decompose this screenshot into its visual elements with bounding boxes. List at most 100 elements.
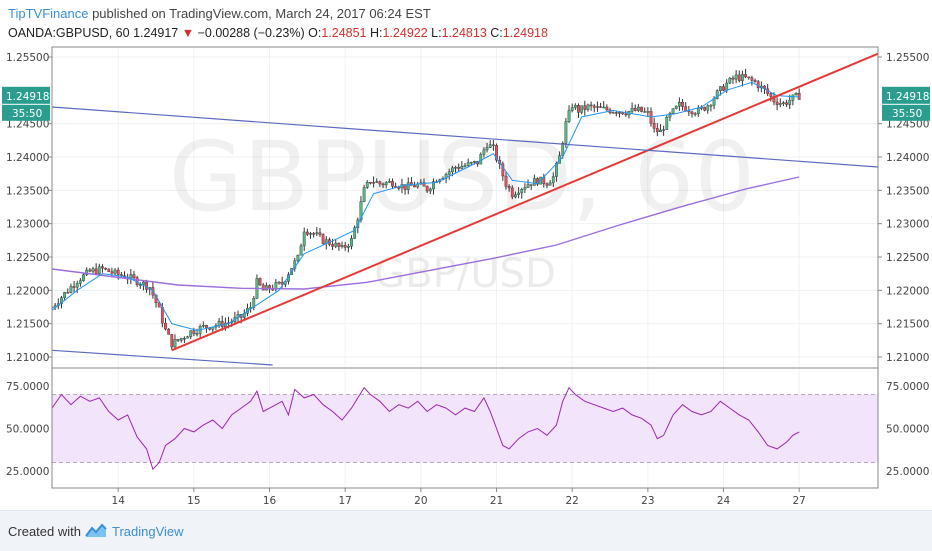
time-tick-label: 21	[490, 495, 503, 507]
rsi-tick-label-left: 75.0000	[6, 381, 49, 393]
price-change: −0.00288 (−0.23%)	[197, 26, 305, 40]
candle-body	[602, 106, 606, 109]
watermark-sub: GBP/USD	[374, 251, 556, 297]
candle-body	[75, 283, 79, 288]
price-tick-label-left: 1.23500	[6, 185, 49, 197]
candle-body	[113, 269, 117, 274]
candle-body	[668, 113, 672, 118]
candle-body	[782, 102, 785, 104]
candle-body	[517, 192, 520, 195]
candle-body	[791, 94, 795, 101]
publish-line: TipTVFinance published on TradingView.co…	[8, 6, 431, 21]
symbol-name: OANDA:GBPUSD, 60	[8, 26, 130, 40]
candle-body	[104, 267, 107, 270]
author-link[interactable]: TipTVFinance	[8, 6, 89, 21]
candle-body	[545, 183, 549, 186]
candle-body	[457, 167, 461, 169]
time-tick-label: 14	[112, 495, 126, 507]
candle-body	[428, 188, 432, 192]
candle-body	[447, 171, 451, 175]
candle-body	[681, 102, 684, 107]
candle-body	[501, 163, 505, 177]
candle-body	[646, 111, 650, 113]
candle-body	[387, 181, 391, 183]
rsi-tick-label-left: 50.0000	[6, 424, 49, 436]
candle-body	[312, 233, 316, 235]
candle-body	[785, 102, 788, 105]
candle-body	[167, 328, 171, 335]
down-arrow-icon: ▼	[181, 26, 195, 40]
candle-body	[507, 186, 511, 189]
price-tick-label-right: 1.22500	[886, 252, 929, 264]
high-label: H:	[369, 26, 383, 40]
candle-body	[794, 93, 798, 96]
candle-body	[488, 144, 492, 148]
close-value: 1.24918	[502, 26, 548, 40]
candle-body	[523, 187, 527, 190]
candle-body	[85, 269, 89, 275]
candle-body	[577, 105, 580, 113]
candle-body	[205, 325, 208, 328]
candle-body	[391, 181, 394, 187]
candle-body	[293, 260, 297, 269]
candle-body	[769, 93, 773, 97]
candle-body	[624, 113, 628, 116]
candle-body	[397, 187, 401, 189]
countdown-value-left: 35:50	[12, 108, 42, 120]
candle-body	[741, 74, 744, 81]
candle-body	[737, 74, 741, 81]
close-label: C:	[490, 26, 503, 40]
candle-body	[586, 104, 590, 110]
time-tick-label: 22	[566, 495, 579, 507]
candle-body	[599, 106, 602, 108]
candle-body	[261, 284, 265, 291]
candle-body	[630, 108, 634, 112]
candle-body	[183, 337, 186, 340]
candle-body	[101, 266, 104, 269]
tradingview-logo-icon[interactable]	[84, 522, 108, 540]
candle-body	[589, 104, 593, 107]
candle-body	[485, 147, 489, 151]
candle-body	[592, 105, 596, 108]
tradingview-brand-link[interactable]: TradingView	[112, 524, 184, 539]
rsi-pane	[52, 386, 878, 471]
chart-grid	[52, 47, 878, 488]
price-tick-label-left: 1.24500	[6, 119, 49, 131]
candle-body	[561, 143, 565, 156]
ma-fast-line	[52, 81, 800, 331]
candle-body	[567, 110, 571, 122]
chart-canvas[interactable]: GBPUSD, 60 GBP/USD 1.25500 1.25500 1.24500…	[0, 0, 932, 510]
candle-body	[302, 231, 306, 247]
trendline-blue	[52, 106, 878, 168]
candle-body	[469, 162, 473, 164]
candle-body	[715, 90, 719, 99]
candle-body	[510, 187, 514, 198]
price-tags: 1.24918 35:50 1.24918 35:50	[2, 86, 930, 121]
candle-body	[514, 194, 517, 198]
candle-body	[614, 112, 618, 114]
candle-body	[107, 268, 111, 272]
price-tick-label-left: 1.21500	[6, 319, 49, 331]
rsi-band	[52, 394, 878, 463]
time-tick-label: 23	[641, 495, 654, 507]
candle-body	[337, 242, 341, 247]
candle-body	[551, 176, 555, 184]
candle-body	[66, 292, 70, 294]
candle-body	[132, 274, 136, 278]
candle-body	[684, 106, 688, 112]
watermark-main: GBPUSD, 60	[169, 121, 755, 233]
candle-body	[728, 77, 732, 84]
price-tick-label-left: 1.21000	[6, 352, 49, 364]
candle-body	[91, 268, 95, 272]
candle-body	[659, 129, 662, 133]
candle-body	[548, 182, 552, 186]
candle-body	[359, 201, 363, 221]
trendline-red	[171, 52, 878, 352]
candle-body	[753, 80, 757, 82]
candle-body	[195, 333, 199, 335]
candle-body	[179, 338, 183, 341]
candle-body	[643, 111, 647, 113]
created-with-text: Created with	[8, 524, 81, 539]
candle-body	[201, 325, 205, 327]
candle-body	[422, 182, 426, 187]
